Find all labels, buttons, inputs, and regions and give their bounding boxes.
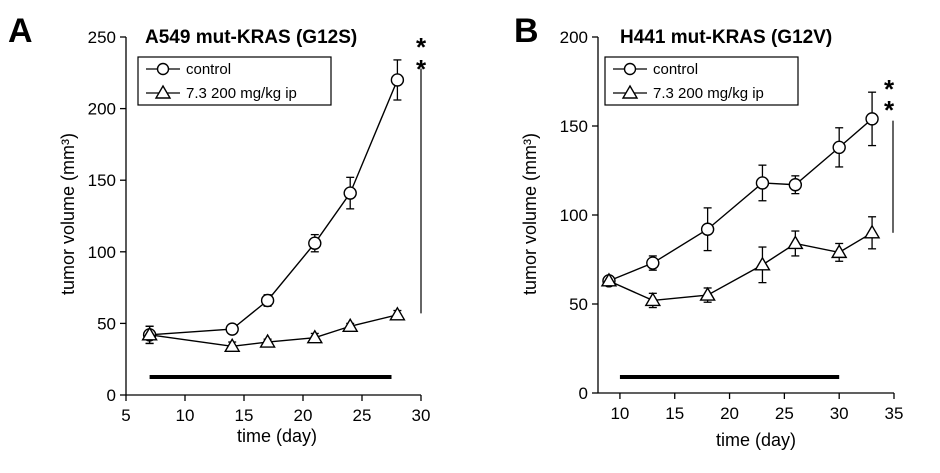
legend-marker-control-a	[156, 62, 170, 76]
data-point-treated-b	[754, 256, 771, 271]
y-tick-label-a: 250	[88, 28, 116, 47]
legend-label-treated-a: 7.3 200 mg/kg ip	[186, 85, 297, 102]
x-tick-label-a: 15	[235, 406, 254, 425]
y-tick-label-a: 200	[88, 100, 116, 119]
y-tick-label-a: 100	[88, 243, 116, 262]
data-point-treated-b	[863, 224, 881, 239]
panel-b: B H441 mut-KRAS (G12V) 0 50 100 150 200 10 15 2…	[514, 12, 903, 450]
data-point-control-b	[700, 222, 715, 236]
data-point-treated-b	[787, 235, 804, 250]
data-point-control-b	[865, 112, 879, 126]
data-point-control-a	[390, 73, 405, 87]
y-tick-label-a: 150	[88, 171, 116, 190]
legend-marker-control-b	[623, 62, 637, 76]
data-point-treated-b	[699, 286, 716, 301]
panel-letter-a: A	[8, 12, 33, 50]
y-tick-label-b: 200	[560, 28, 588, 47]
significance-star-a-2: *	[416, 54, 427, 84]
plot-area-b: 0 50 100 150 200 10 15 20 25 30 35	[560, 28, 904, 423]
y-tick-label-b: 50	[569, 295, 588, 314]
y-tick-label-b: 100	[560, 206, 588, 225]
data-point-treated-b	[644, 292, 662, 307]
data-point-control-b	[832, 140, 846, 155]
x-tick-label-a: 25	[353, 406, 372, 425]
panel-a: A A549 mut-KRAS (G12S) 0 50 100 150 200 250 5 1…	[8, 12, 430, 446]
y-axis-label-b: tumor volume (mm³)	[520, 133, 540, 295]
x-tick-label-b: 35	[885, 404, 904, 423]
legend-a: control 7.3 200 mg/kg ip	[137, 56, 332, 106]
x-tick-label-a: 5	[121, 406, 130, 425]
x-axis-label-a: time (day)	[237, 426, 317, 446]
data-point-control-a	[225, 322, 239, 336]
data-point-control-b	[755, 176, 770, 190]
data-point-treated-a	[389, 306, 406, 321]
significance-star-b-2: *	[884, 95, 895, 125]
x-tick-label-a: 30	[412, 406, 431, 425]
x-tick-label-b: 25	[775, 404, 794, 423]
plot-area-a: 0 50 100 150 200 250 5 10 15 20 25 30	[88, 28, 431, 425]
chart-title-b: H441 mut-KRAS (G12V)	[620, 27, 832, 48]
y-axis-label-a: tumor volume (mm³)	[58, 133, 78, 295]
x-tick-label-b: 20	[720, 404, 739, 423]
series-line-treated-a	[149, 314, 398, 348]
y-tick-label-b: 150	[560, 117, 588, 136]
data-point-treated-b	[600, 272, 618, 287]
panel-letter-b: B	[514, 12, 539, 50]
x-tick-label-b: 30	[830, 404, 849, 423]
significance-star-a-1: *	[416, 32, 427, 62]
y-tick-label-a: 0	[107, 386, 116, 405]
data-point-control-a	[308, 236, 322, 250]
x-axis-label-b: time (day)	[716, 430, 796, 450]
x-tick-label-a: 10	[176, 406, 195, 425]
data-point-control-a	[343, 186, 357, 200]
data-point-control-b	[646, 256, 660, 270]
data-point-treated-a	[259, 333, 276, 348]
y-tick-label-a: 50	[97, 314, 116, 333]
legend-label-control-a: control	[186, 61, 231, 78]
legend-marker-treated-b	[621, 84, 639, 99]
x-tick-label-a: 20	[294, 406, 313, 425]
data-point-treated-a	[141, 326, 158, 341]
data-point-control-a	[260, 293, 275, 308]
data-point-treated-a	[341, 317, 359, 332]
legend-b: control 7.3 200 mg/kg ip	[604, 56, 799, 106]
legend-label-control-b: control	[653, 61, 698, 78]
x-tick-label-b: 15	[665, 404, 684, 423]
data-point-treated-a	[306, 329, 324, 344]
series-line-control-a	[149, 79, 399, 336]
data-point-treated-a	[223, 337, 241, 353]
y-tick-label-b: 0	[579, 384, 588, 403]
data-point-treated-b	[830, 243, 848, 259]
chart-title-a: A549 mut-KRAS (G12S)	[145, 27, 357, 48]
legend-label-treated-b: 7.3 200 mg/kg ip	[653, 85, 764, 102]
data-point-control-b	[788, 178, 803, 192]
legend-marker-treated-a	[154, 84, 172, 99]
x-tick-label-b: 10	[610, 404, 629, 423]
significance-star-b-1: *	[884, 74, 895, 104]
